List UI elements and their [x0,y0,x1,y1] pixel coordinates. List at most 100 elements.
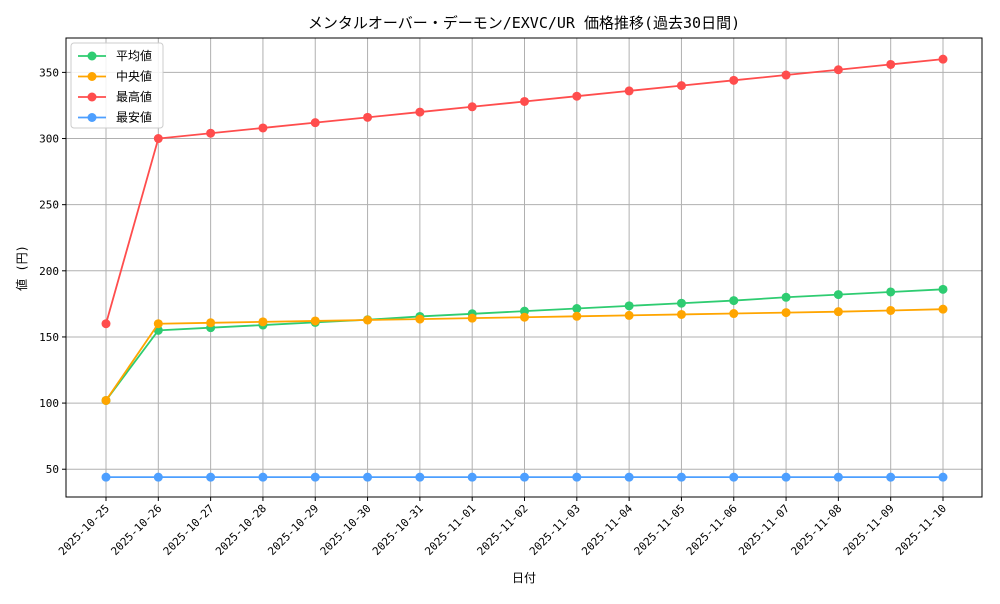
data-point [363,472,373,482]
data-point [833,65,843,75]
data-point [624,310,634,320]
data-point [938,472,948,482]
data-point [415,472,425,482]
x-tick-label: 2025-11-06 [684,502,740,558]
legend-marker [87,51,97,61]
y-tick-label: 150 [39,331,59,344]
data-point [938,304,948,314]
data-point [886,287,896,297]
x-tick-label: 2025-10-26 [108,502,164,558]
x-tick-label: 2025-11-01 [422,502,478,558]
legend-label: 最安値 [116,110,152,125]
x-tick-label: 2025-11-03 [527,502,583,558]
y-axis-label: 値 (円) [14,245,29,291]
data-point [676,298,686,308]
data-point [101,319,111,329]
data-point [729,75,739,85]
y-tick-label: 350 [39,66,59,79]
data-point [467,313,477,323]
data-point [729,296,739,306]
x-tick-label: 2025-11-02 [475,502,531,558]
series-中央値 [101,304,948,405]
data-point [206,318,216,328]
x-tick-label: 2025-11-05 [632,502,688,558]
data-point [415,314,425,324]
data-point [153,134,163,144]
data-point [467,102,477,112]
data-point [101,395,111,405]
series-最高値 [101,54,948,329]
data-point [101,472,111,482]
data-point [310,118,320,128]
data-point [572,311,582,321]
data-point [258,123,268,133]
data-point [886,472,896,482]
legend-label: 平均値 [116,48,152,63]
data-point [833,472,843,482]
data-point [572,91,582,101]
data-point [206,472,216,482]
series-最安値 [101,472,948,482]
data-point [624,472,634,482]
data-point [572,472,582,482]
x-axis-label: 日付 [512,571,536,585]
data-point [781,70,791,80]
data-point [206,128,216,138]
data-point [729,472,739,482]
x-tick-label: 2025-11-07 [736,502,792,558]
legend-marker [87,113,97,122]
data-point [572,304,582,314]
data-point [363,315,373,325]
y-tick-label: 50 [46,463,59,476]
data-point [363,112,373,122]
data-point [676,81,686,91]
data-point [153,319,163,329]
data-point [781,308,791,318]
data-point [676,472,686,482]
legend-label: 中央値 [116,69,152,84]
legend-marker [87,72,97,81]
x-tick-label: 2025-10-28 [213,502,269,558]
data-point [520,312,529,322]
data-point [258,317,268,327]
legend-marker [87,92,97,102]
data-point [310,472,320,482]
data-point [624,86,634,96]
data-point [676,309,686,319]
data-point [729,309,739,319]
x-tick-label: 2025-10-30 [318,502,374,558]
data-point [938,284,948,294]
x-tick-label: 2025-10-29 [265,502,321,558]
x-tick-label: 2025-10-25 [56,502,112,558]
data-point [520,472,529,482]
x-tick-label: 2025-11-04 [579,502,635,558]
data-point [886,59,896,69]
data-point [886,305,896,315]
y-tick-label: 100 [39,397,59,410]
data-point [781,292,791,302]
legend-label: 最高値 [116,89,152,104]
legend-box [70,42,164,129]
x-tick-label: 2025-10-27 [161,502,217,558]
y-tick-label: 250 [39,199,59,212]
data-point [520,96,529,106]
x-tick-label: 2025-11-08 [788,502,844,558]
data-point [415,107,425,117]
data-point [153,472,163,482]
data-point [467,472,477,482]
data-point [938,54,948,64]
data-point [258,472,268,482]
data-point [781,472,791,482]
y-tick-label: 300 [39,133,59,146]
x-tick-label: 2025-11-10 [893,502,949,558]
chart-title: メンタルオーバー・デーモン/EXVC/UR 価格推移(過去30日間) [308,14,740,32]
data-point [624,301,634,311]
data-point [833,307,843,317]
y-tick-label: 200 [39,265,59,278]
data-point [310,316,320,326]
data-point [833,290,843,300]
x-tick-label: 2025-11-09 [841,502,897,558]
x-tick-label: 2025-10-31 [370,502,426,558]
